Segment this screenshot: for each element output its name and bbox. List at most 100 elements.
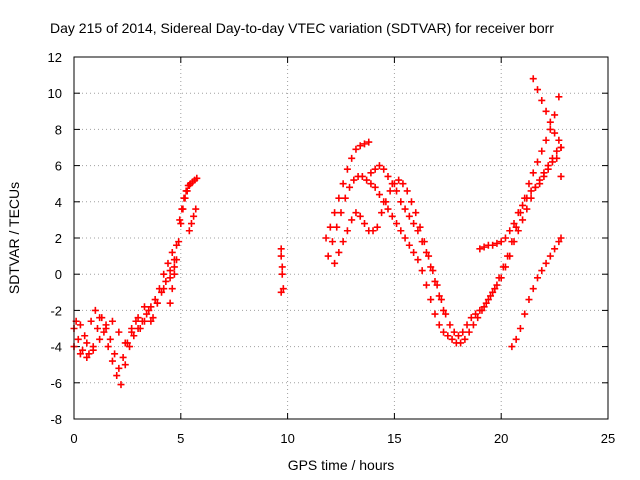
data-point bbox=[425, 252, 433, 260]
data-point bbox=[414, 227, 422, 235]
data-point bbox=[132, 317, 140, 325]
data-point bbox=[510, 238, 518, 246]
data-point bbox=[130, 332, 138, 340]
data-point bbox=[437, 296, 445, 304]
data-point bbox=[489, 241, 497, 249]
data-point bbox=[333, 223, 341, 231]
data-point bbox=[119, 353, 127, 361]
data-point bbox=[397, 198, 405, 206]
y-tick-label: -8 bbox=[50, 412, 62, 427]
data-point bbox=[508, 343, 516, 351]
data-point bbox=[158, 288, 166, 296]
data-point bbox=[497, 238, 505, 246]
y-tick-label: 8 bbox=[55, 122, 62, 137]
data-point bbox=[555, 136, 563, 144]
data-point bbox=[140, 317, 148, 325]
data-point bbox=[553, 147, 561, 155]
y-tick-label: 10 bbox=[48, 86, 62, 101]
grid bbox=[74, 57, 608, 419]
data-point bbox=[360, 140, 368, 148]
data-point bbox=[380, 165, 388, 173]
data-point bbox=[371, 183, 379, 191]
data-point bbox=[555, 93, 563, 101]
data-point bbox=[540, 172, 548, 180]
data-point bbox=[454, 332, 462, 340]
data-point bbox=[476, 306, 484, 314]
data-point bbox=[474, 314, 482, 322]
data-point bbox=[85, 350, 93, 358]
data-point bbox=[401, 205, 409, 213]
data-point bbox=[514, 227, 522, 235]
data-point bbox=[331, 259, 339, 267]
data-point bbox=[527, 187, 535, 195]
series-isolated-10h bbox=[277, 245, 287, 296]
data-point bbox=[356, 212, 364, 220]
data-point bbox=[538, 96, 546, 104]
data-point bbox=[115, 364, 123, 372]
data-point bbox=[74, 335, 82, 343]
data-point bbox=[91, 306, 99, 314]
data-point bbox=[388, 212, 396, 220]
data-point bbox=[76, 321, 84, 329]
data-point bbox=[512, 335, 520, 343]
data-point bbox=[388, 180, 396, 188]
data-point bbox=[546, 118, 554, 126]
data-point bbox=[279, 285, 287, 293]
data-point bbox=[178, 205, 186, 213]
data-point bbox=[190, 212, 198, 220]
data-point bbox=[339, 238, 347, 246]
data-point bbox=[140, 303, 148, 311]
data-point bbox=[382, 198, 390, 206]
data-point bbox=[134, 314, 142, 322]
data-point bbox=[472, 310, 480, 318]
data-point bbox=[422, 281, 430, 289]
data-point bbox=[350, 176, 358, 184]
data-point bbox=[431, 277, 439, 285]
data-point bbox=[416, 223, 424, 231]
data-point bbox=[433, 281, 441, 289]
data-point bbox=[551, 129, 559, 137]
data-point bbox=[546, 125, 554, 133]
data-point bbox=[367, 169, 375, 177]
data-point bbox=[463, 321, 471, 329]
data-point bbox=[534, 274, 542, 282]
data-point bbox=[278, 263, 286, 271]
data-point bbox=[160, 285, 168, 293]
data-point bbox=[431, 310, 439, 318]
data-point bbox=[360, 220, 368, 228]
data-point bbox=[393, 220, 401, 228]
data-point bbox=[536, 180, 544, 188]
data-point bbox=[465, 328, 473, 336]
data-point bbox=[352, 209, 360, 217]
data-point bbox=[461, 335, 469, 343]
data-point bbox=[168, 285, 176, 293]
data-point bbox=[484, 296, 492, 304]
data-point bbox=[405, 212, 413, 220]
data-marks bbox=[70, 75, 565, 389]
data-point bbox=[538, 267, 546, 275]
data-point bbox=[149, 314, 157, 322]
data-point bbox=[100, 328, 108, 336]
data-point bbox=[358, 172, 366, 180]
data-point bbox=[525, 180, 533, 188]
data-point bbox=[322, 234, 330, 242]
series-midday-pass-a bbox=[322, 138, 373, 242]
data-point bbox=[407, 198, 415, 206]
x-tick-label: 10 bbox=[280, 431, 294, 446]
data-point bbox=[104, 343, 112, 351]
data-point bbox=[516, 325, 524, 332]
data-point bbox=[512, 223, 520, 231]
data-point bbox=[348, 154, 356, 162]
data-point bbox=[427, 296, 435, 304]
data-point bbox=[126, 343, 134, 351]
data-point bbox=[487, 292, 495, 300]
data-point bbox=[185, 227, 193, 235]
data-point bbox=[341, 194, 349, 202]
data-point bbox=[521, 310, 529, 318]
y-tick-label: 2 bbox=[55, 231, 62, 246]
series-descending-pass bbox=[529, 75, 565, 151]
data-point bbox=[375, 162, 383, 170]
data-point bbox=[510, 220, 518, 228]
data-point bbox=[335, 194, 343, 202]
